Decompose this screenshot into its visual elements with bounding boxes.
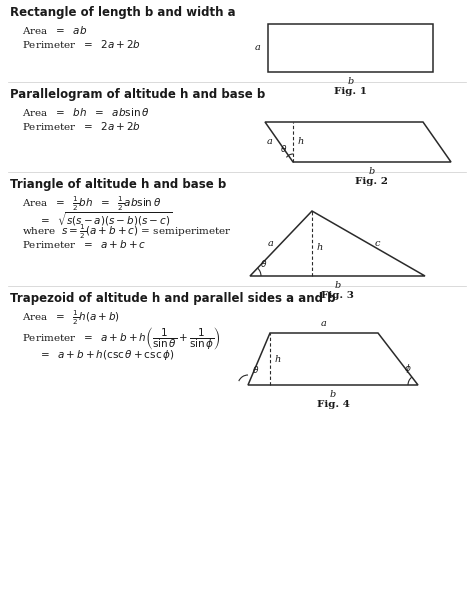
Text: b: b [334, 281, 341, 290]
Text: Fig. 1: Fig. 1 [334, 87, 367, 96]
Text: c: c [374, 239, 380, 248]
Text: $=$  $a + b + h(\csc \theta + \csc \phi)$: $=$ $a + b + h(\csc \theta + \csc \phi)$ [38, 348, 174, 362]
Text: a: a [321, 319, 327, 328]
Text: Fig. 4: Fig. 4 [317, 400, 349, 409]
Text: a: a [255, 43, 261, 52]
Text: $\phi$: $\phi$ [404, 362, 412, 375]
Text: Fig. 3: Fig. 3 [321, 291, 354, 300]
Text: Perimeter  $=$  $a + b + h\left(\dfrac{1}{\sin\theta} + \dfrac{1}{\sin\phi}\righ: Perimeter $=$ $a + b + h\left(\dfrac{1}{… [22, 325, 221, 352]
Text: Perimeter  $=$  $2a + 2b$: Perimeter $=$ $2a + 2b$ [22, 38, 141, 50]
Text: Parallelogram of altitude h and base b: Parallelogram of altitude h and base b [10, 88, 265, 101]
Bar [268, 24, 433, 72]
Text: Rectangle of length b and width a: Rectangle of length b and width a [10, 6, 236, 19]
Text: Fig. 2: Fig. 2 [356, 177, 389, 186]
Text: Triangle of altitude h and base b: Triangle of altitude h and base b [10, 178, 226, 191]
Text: $\theta$: $\theta$ [280, 143, 288, 154]
Text: $\theta$: $\theta$ [252, 364, 260, 375]
Text: Trapezoid of altitude h and parallel sides a and b: Trapezoid of altitude h and parallel sid… [10, 292, 336, 305]
Text: Area  $=$  $\frac{1}{2}bh$  $=$  $\frac{1}{2}ab \sin \theta$: Area $=$ $\frac{1}{2}bh$ $=$ $\frac{1}{2… [22, 195, 161, 213]
Text: b: b [369, 167, 375, 176]
Text: a: a [268, 239, 274, 248]
Text: $=$  $\sqrt{s(s-a)(s-b)(s-c)}$: $=$ $\sqrt{s(s-a)(s-b)(s-c)}$ [38, 210, 173, 228]
Text: $\theta$: $\theta$ [260, 258, 268, 269]
Text: b: b [330, 390, 336, 399]
Text: h: h [298, 137, 304, 147]
Text: Area  $=$  $\frac{1}{2}h(a + b)$: Area $=$ $\frac{1}{2}h(a + b)$ [22, 309, 120, 327]
Text: b: b [347, 77, 354, 86]
Text: h: h [317, 244, 323, 252]
Text: h: h [275, 355, 281, 364]
Text: Perimeter  $=$  $2a + 2b$: Perimeter $=$ $2a + 2b$ [22, 120, 141, 132]
Text: Area  $=$  $ab$: Area $=$ $ab$ [22, 24, 87, 36]
Text: Perimeter  $=$  $a + b + c$: Perimeter $=$ $a + b + c$ [22, 238, 146, 250]
Text: where  $s = \frac{1}{2}(a + b + c)$ = semiperimeter: where $s = \frac{1}{2}(a + b + c)$ = sem… [22, 223, 232, 241]
Text: Area  $=$  $bh$  $=$  $ab \sin \theta$: Area $=$ $bh$ $=$ $ab \sin \theta$ [22, 106, 149, 118]
Text: a: a [267, 137, 273, 147]
